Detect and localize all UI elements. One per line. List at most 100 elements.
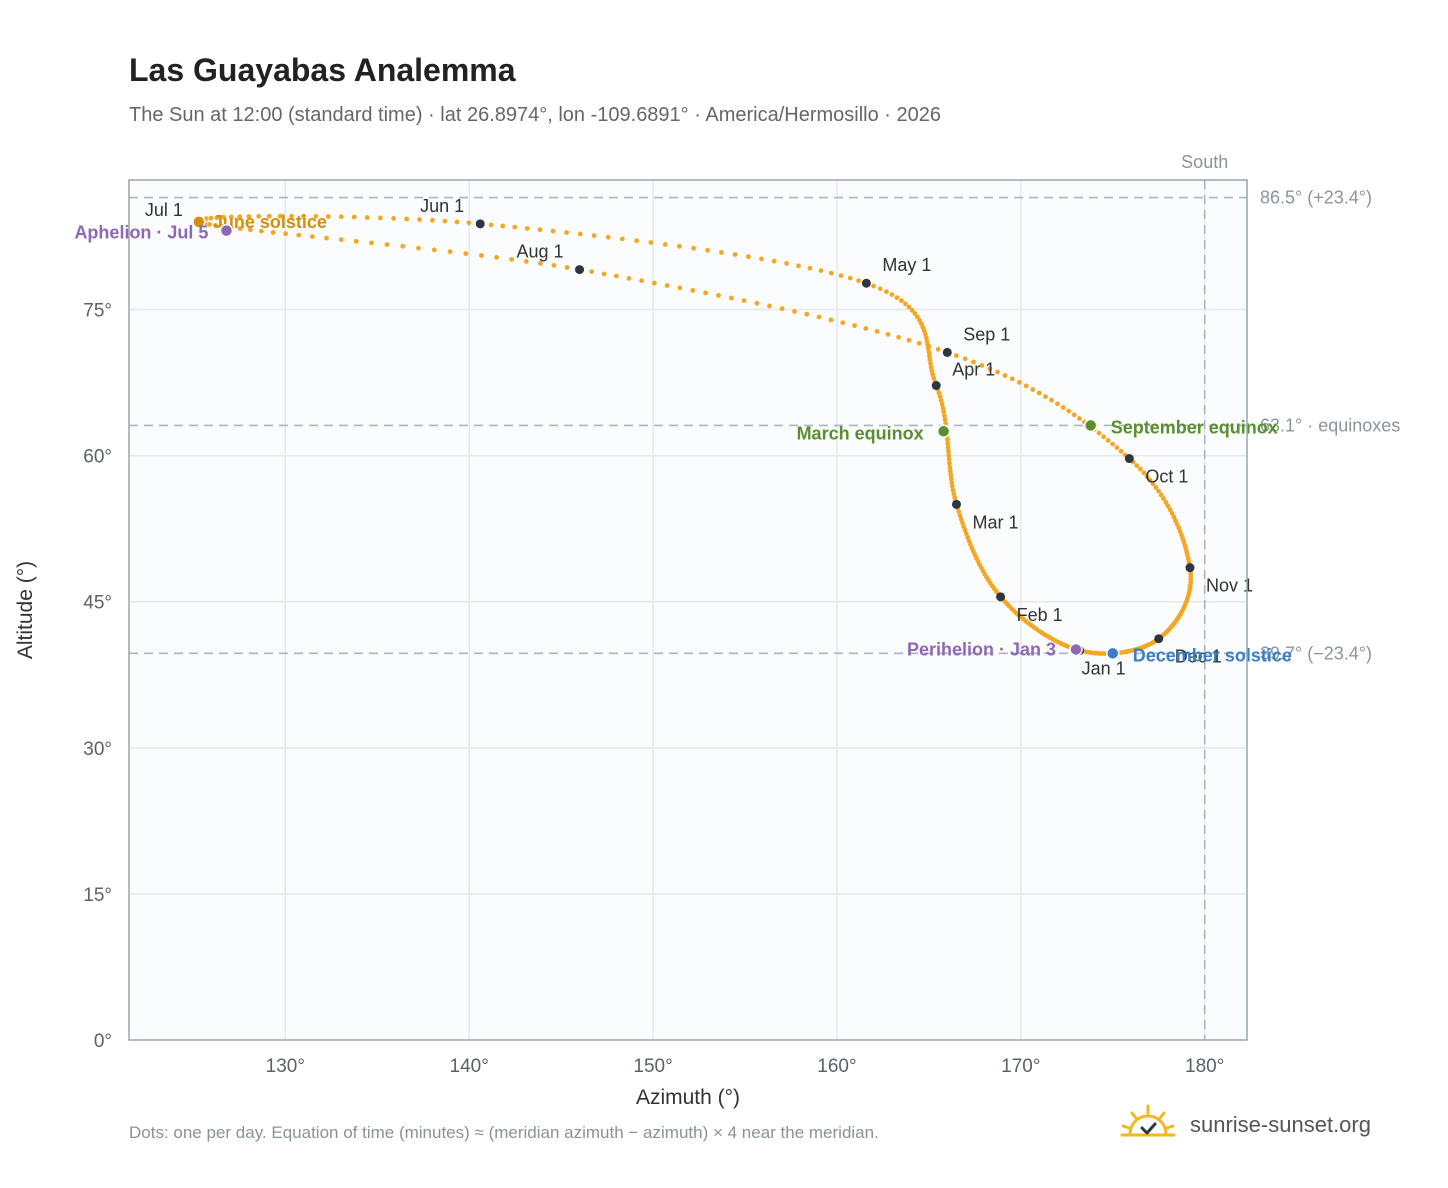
daily-sun-dot — [941, 409, 947, 415]
daily-sun-dot — [909, 307, 915, 313]
daily-sun-dot — [270, 230, 276, 235]
daily-sun-dot — [759, 256, 764, 262]
daily-sun-dot — [537, 227, 543, 233]
month-marker — [951, 499, 961, 509]
daily-sun-dot — [417, 217, 422, 223]
daily-sun-dot — [716, 293, 721, 298]
brand-logo[interactable]: sunrise-sunset.org — [1120, 1102, 1420, 1148]
daily-sun-dot — [1066, 408, 1072, 414]
y-tick-label: 0° — [94, 1031, 112, 1052]
daily-sun-dot — [310, 234, 315, 240]
daily-sun-dot — [589, 269, 595, 275]
daily-sun-dot — [1096, 430, 1102, 436]
daily-sun-dot — [1153, 485, 1159, 490]
daily-sun-dot — [884, 289, 889, 295]
daily-sun-dot — [550, 228, 556, 234]
daily-sun-dot — [509, 257, 514, 262]
daily-sun-dot — [950, 487, 956, 493]
daily-sun-dot — [1177, 529, 1183, 534]
daily-sun-dot — [938, 397, 944, 403]
daily-sun-dot — [1169, 511, 1175, 516]
daily-sun-dot — [551, 263, 557, 268]
daily-sun-dot — [1141, 470, 1147, 476]
daily-sun-dot — [1156, 488, 1161, 494]
footnote: Dots: one per day. Equation of time (min… — [129, 1123, 879, 1142]
daily-sun-dot — [945, 445, 951, 450]
daily-sun-dot — [648, 240, 654, 245]
event-marker — [1069, 642, 1083, 657]
daily-sun-dot — [889, 292, 895, 297]
daily-sun-dot — [958, 516, 964, 522]
daily-sun-dot — [1105, 438, 1111, 443]
daily-sun-dot — [1171, 514, 1177, 520]
daily-sun-dot — [947, 468, 953, 474]
event-marker — [192, 215, 206, 229]
daily-sun-dot — [256, 213, 262, 219]
daily-sun-dot — [662, 242, 668, 247]
daily-sun-dot — [952, 495, 957, 500]
month-marker — [996, 592, 1006, 602]
month-label: Sep 1 — [963, 324, 1010, 344]
daily-sun-dot — [804, 311, 810, 317]
daily-sun-dot — [479, 253, 484, 258]
daily-sun-dot — [1174, 522, 1180, 527]
daily-sun-dot — [391, 216, 396, 221]
event-marker — [936, 424, 951, 439]
event-label: June solstice — [213, 212, 327, 232]
month-label: Feb 1 — [1017, 605, 1063, 625]
daily-sun-dot — [651, 280, 657, 286]
month-label: Apr 1 — [952, 360, 995, 380]
daily-sun-dot — [896, 334, 901, 340]
daily-sun-dot — [926, 349, 932, 355]
daily-sun-dot — [277, 213, 283, 219]
daily-sun-dot — [577, 231, 583, 237]
daily-sun-dot — [1036, 390, 1042, 396]
month-label: Mar 1 — [972, 512, 1018, 532]
daily-sun-dot — [1167, 507, 1173, 513]
daily-sun-dot — [237, 226, 243, 232]
daily-sun-dot — [936, 390, 942, 396]
daily-sun-dot — [364, 215, 370, 220]
daily-sun-dot — [634, 238, 639, 244]
daily-sun-dot — [923, 335, 929, 341]
daily-sun-dot — [248, 227, 253, 233]
daily-sun-dot — [828, 270, 834, 276]
daily-sun-dot — [1176, 525, 1182, 531]
daily-sun-dot — [538, 261, 543, 266]
daily-sun-dot — [614, 273, 619, 279]
daily-sun-dot — [995, 369, 1000, 375]
x-tick-label: 140° — [450, 1056, 489, 1077]
daily-sun-dot — [942, 417, 948, 422]
brand-name: sunrise-sunset.org — [1190, 1112, 1371, 1137]
daily-sun-dot — [266, 213, 272, 219]
daily-sun-dot — [1161, 496, 1166, 501]
month-label: Jul 1 — [145, 200, 183, 220]
daily-sun-dot — [948, 472, 954, 478]
daily-sun-dot — [1101, 434, 1106, 440]
daily-sun-dot — [351, 214, 357, 220]
x-tick-label: 170° — [1001, 1056, 1040, 1077]
daily-sun-dot — [915, 314, 920, 320]
daily-sun-dot — [313, 213, 319, 219]
daily-sun-dot — [816, 314, 822, 320]
daily-sun-dot — [903, 301, 908, 307]
daily-sun-dot — [939, 401, 945, 407]
daily-sun-dot — [1163, 499, 1169, 505]
daily-sun-dot — [324, 235, 329, 241]
daily-sun-dot — [1030, 387, 1036, 392]
daily-sun-dot — [929, 368, 935, 374]
daily-sun-dot — [894, 295, 900, 300]
equinox-altitude-label: 63.1° · equinoxes — [1260, 415, 1400, 435]
event-label: Aphelion · Jul 5 — [74, 223, 208, 243]
daily-sun-dot — [1134, 463, 1140, 468]
daily-sun-dot — [946, 453, 952, 458]
daily-sun-dot — [1023, 383, 1029, 389]
x-tick-label: 180° — [1185, 1056, 1224, 1077]
daily-sun-dot — [326, 214, 331, 219]
daily-sun-dot — [947, 465, 953, 470]
daily-sun-dot — [353, 238, 359, 244]
daily-sun-dot — [949, 480, 955, 486]
month-marker — [475, 219, 485, 229]
event-marker — [219, 223, 234, 238]
month-label: Jun 1 — [420, 196, 464, 216]
